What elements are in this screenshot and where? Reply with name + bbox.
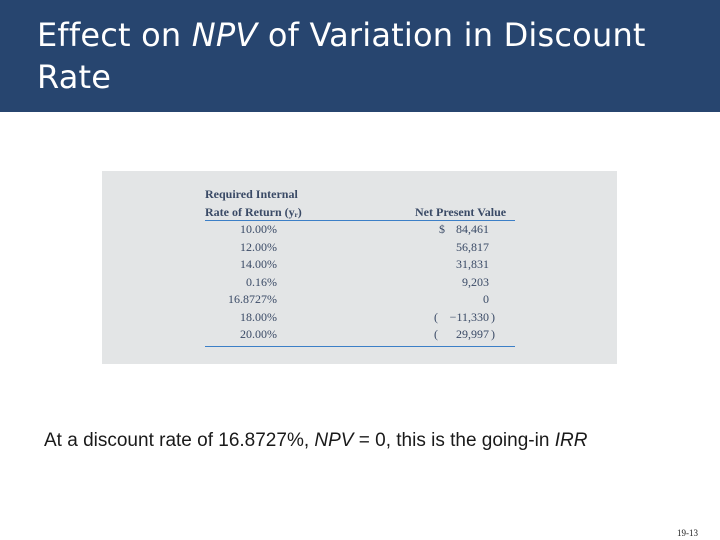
table-row: 18.00% ( −11,330): [205, 309, 515, 327]
rate-cell: 18.00%: [240, 309, 277, 324]
npv-cell: 84,461: [456, 222, 489, 236]
rate-cell: 20.00%: [240, 327, 277, 341]
page-number: 19-13: [677, 528, 698, 538]
open-paren: (: [434, 327, 438, 341]
table-row: 14.00% 31,831: [205, 256, 515, 274]
npv-cell: 9,203: [462, 274, 489, 289]
title-part2: of Variation in Discount Rate: [37, 16, 646, 96]
title-part1: Effect on: [37, 16, 192, 54]
currency-symbol: $: [439, 222, 445, 236]
rate-cell: 0.16%: [246, 274, 277, 289]
rate-cell: 12.00%: [240, 239, 277, 254]
rate-cell: 14.00%: [240, 257, 277, 271]
table-row: 12.00% 56,817: [205, 239, 515, 257]
rate-cell: 16.8727%: [228, 292, 277, 306]
npv-cell: −11,330: [449, 309, 489, 324]
body-text-part1: At a discount rate of 16.8727%,: [44, 430, 315, 451]
body-text: At a discount rate of 16.8727%, NPV = 0,…: [44, 428, 684, 453]
table-row: 10.00% $84,461: [205, 221, 515, 239]
body-text-part2: = 0, this is the going-in: [353, 430, 555, 451]
npv-cell: 56,817: [456, 239, 489, 254]
npv-cell: 31,831: [456, 257, 489, 271]
table-row: 0.16% 9,203: [205, 274, 515, 292]
table-row: 16.8727% 0: [205, 291, 515, 309]
npv-table-image: Required Internal Rate of Return (yᵣ) Ne…: [102, 171, 617, 364]
table-body: 10.00% $84,461 12.00% 56,817 14.00% 31,831 0.1…: [205, 221, 515, 344]
body-italic-npv: NPV: [314, 430, 354, 451]
npv-cell: 29,997: [456, 327, 489, 341]
npv-cell: 0: [483, 292, 489, 306]
npv-table: Required Internal Rate of Return (yᵣ) Ne…: [205, 186, 515, 347]
close-paren: ): [491, 309, 495, 324]
table-header: Required Internal Rate of Return (yᵣ) Ne…: [205, 186, 515, 221]
body-italic-irr: IRR: [554, 430, 588, 451]
open-paren: (: [434, 309, 438, 324]
table-bottom-rule: [205, 345, 515, 347]
header-npv: Net Present Value: [415, 205, 507, 219]
close-paren: ): [491, 327, 495, 341]
slide-title: Effect on NPV of Variation in Discount R…: [37, 14, 720, 98]
title-bar: Effect on NPV of Variation in Discount R…: [0, 0, 720, 112]
header-rate-line1: Required Internal: [205, 187, 298, 201]
table-row: 20.00% (29,997): [205, 326, 515, 344]
title-italic: NPV: [191, 16, 258, 54]
header-rate-line2: Rate of Return (yᵣ): [205, 205, 302, 219]
rate-cell: 10.00%: [240, 222, 277, 236]
